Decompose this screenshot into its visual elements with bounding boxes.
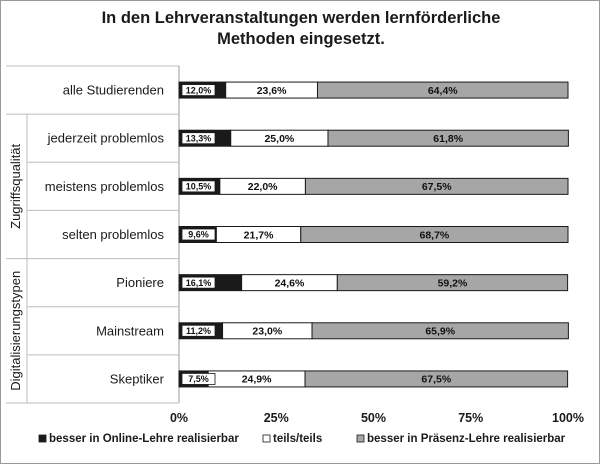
data-label: 23,6% bbox=[257, 85, 287, 97]
legend-swatch bbox=[38, 434, 47, 443]
group-label: Digitalisierungstypen bbox=[8, 271, 23, 391]
data-label-box bbox=[181, 180, 216, 193]
data-label-box bbox=[181, 324, 216, 337]
legend-label: besser in Online-Lehre realisierbar bbox=[49, 433, 239, 445]
data-label-box bbox=[181, 228, 216, 241]
data-label: 59,2% bbox=[438, 277, 468, 289]
data-label: 24,9% bbox=[242, 374, 272, 386]
data-label: 61,8% bbox=[433, 133, 463, 145]
legend-label: besser in Präsenz-Lehre realisierbar bbox=[367, 433, 566, 445]
data-label: 16,1% bbox=[186, 278, 212, 288]
data-label: 9,6% bbox=[188, 230, 209, 240]
chart-title-line-1: In den Lehrveranstaltungen werden lernfö… bbox=[101, 9, 501, 27]
x-tick-label: 0% bbox=[170, 411, 188, 425]
legend-swatch bbox=[262, 434, 271, 443]
data-label-box bbox=[181, 276, 216, 289]
data-label: 11,2% bbox=[186, 326, 211, 336]
bar-segment bbox=[300, 226, 569, 243]
data-label: 24,6% bbox=[275, 277, 305, 289]
bar-segment bbox=[311, 322, 569, 340]
data-label: 25,0% bbox=[264, 133, 294, 145]
category-label: selten problemlos bbox=[62, 227, 164, 242]
data-label: 21,7% bbox=[244, 229, 274, 241]
data-label-box bbox=[181, 132, 216, 145]
data-label: 23,0% bbox=[252, 326, 282, 338]
chart-title: In den Lehrveranstaltungen werden lernfö… bbox=[1, 8, 600, 50]
bar-segment bbox=[336, 274, 569, 292]
bar-segment bbox=[327, 129, 569, 147]
data-label-box bbox=[181, 84, 216, 96]
category-label: Skeptiker bbox=[110, 371, 165, 386]
chart-title-line-2: Methoden eingesetzt. bbox=[217, 30, 385, 48]
data-label: 12,0% bbox=[186, 85, 212, 95]
category-label: jederzeit problemlos bbox=[47, 131, 165, 146]
data-label-box bbox=[181, 373, 216, 385]
category-label: Pioniere bbox=[116, 275, 164, 290]
data-label: 65,9% bbox=[425, 326, 455, 338]
x-tick-label: 50% bbox=[361, 411, 386, 425]
data-label: 10,5% bbox=[186, 182, 212, 192]
data-label: 7,5% bbox=[188, 374, 209, 384]
category-label: alle Studierenden bbox=[63, 83, 164, 98]
category-label: meistens problemlos bbox=[45, 179, 165, 194]
x-tick-label: 25% bbox=[264, 411, 289, 425]
bar-segment bbox=[304, 370, 569, 388]
x-tick-label: 100% bbox=[552, 411, 584, 425]
bar-segment bbox=[304, 177, 569, 195]
x-tick-label: 75% bbox=[458, 411, 483, 425]
data-label: 13,3% bbox=[186, 133, 212, 143]
bar-segment bbox=[316, 81, 569, 99]
data-label: 67,5% bbox=[422, 181, 452, 193]
group-label: Zugriffsqualität bbox=[8, 143, 23, 228]
data-label: 67,5% bbox=[421, 374, 451, 386]
category-label: Mainstream bbox=[96, 323, 164, 338]
data-label: 22,0% bbox=[248, 181, 278, 193]
data-label: 64,4% bbox=[428, 85, 458, 97]
legend-swatch bbox=[356, 434, 365, 443]
legend-label: teils/teils bbox=[273, 433, 322, 445]
data-label: 68,7% bbox=[419, 229, 449, 241]
